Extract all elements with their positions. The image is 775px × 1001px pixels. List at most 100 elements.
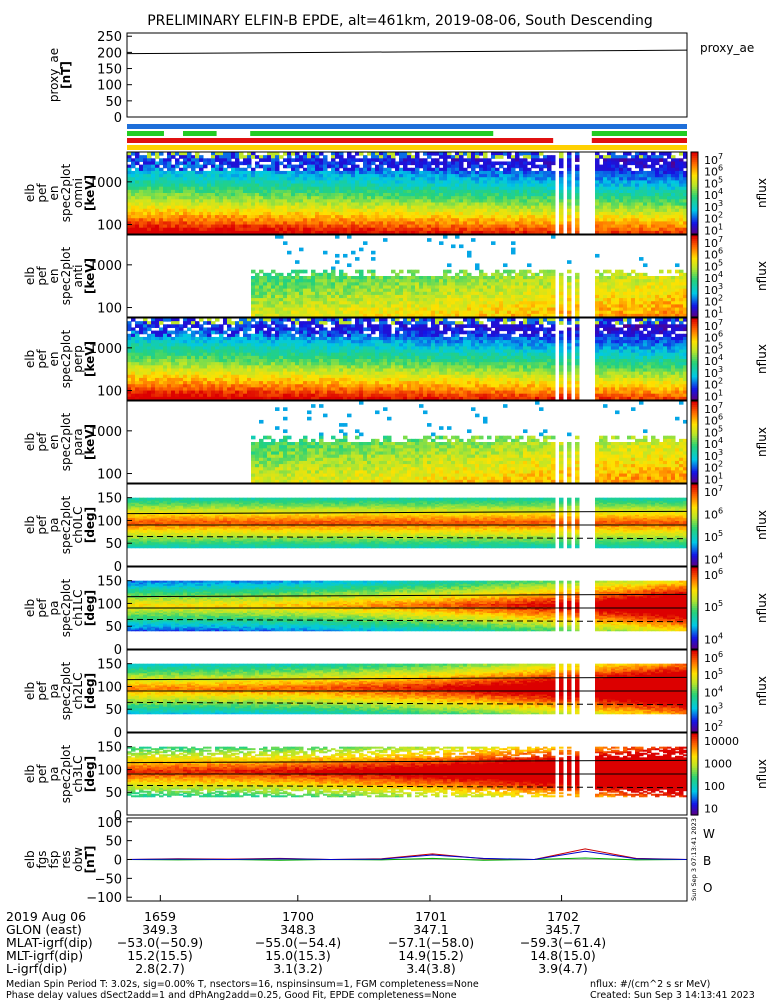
panel-elb-pef-en-spec2plot-omni-cell-41-7 bbox=[291, 174, 296, 178]
panel-elb-pef-en-spec2plot-omni-cell-4-10 bbox=[143, 184, 148, 188]
panel-elb-pef-en-spec2plot-anti-cell-137-15 bbox=[675, 282, 680, 286]
panel-elb-pef-en-spec2plot-omni-cell-37-9 bbox=[275, 180, 280, 184]
panel-elb-pef-en-spec2plot-omni-cell-45-20 bbox=[307, 215, 312, 219]
panel-elb-pef-en-spec2plot-anti-cell-134-19 bbox=[663, 295, 668, 299]
panel-elb-pef-en-spec2plot-omni-cell-44-5 bbox=[303, 168, 308, 172]
panel-elb-pef-en-spec2plot-omni-cell-96-19 bbox=[511, 212, 516, 216]
panel-elb-pef-en-spec2plot-omni-cell-67-14 bbox=[395, 196, 400, 200]
panel-elb-pef-en-spec2plot-omni-cell-32-14 bbox=[255, 196, 260, 200]
panel-elb-pef-en-spec2plot-omni-cell-121-21 bbox=[611, 218, 616, 222]
panel-elb-pef-en-spec2plot-omni-cell-52-8 bbox=[335, 177, 340, 181]
panel-elb-pef-en-spec2plot-anti-cell-47-14 bbox=[315, 279, 320, 283]
panel-elb-pef-en-spec2plot-anti-cell-99-19 bbox=[523, 295, 528, 299]
panel-elb-pef-en-spec2plot-anti-cell-56-14 bbox=[351, 279, 356, 283]
panel-elb-pef-en-spec2plot-omni-cell-1-2 bbox=[131, 158, 136, 162]
panel-elb-pef-en-spec2plot-omni-cell-49-3 bbox=[323, 161, 328, 165]
panel-elb-pef-en-spec2plot-omni-cell-83-8 bbox=[459, 177, 464, 181]
panel-elb-pef-en-spec2plot-omni-cell-39-22 bbox=[283, 221, 288, 225]
panel-elb-pef-en-spec2plot-omni-cell-56-23 bbox=[351, 225, 356, 229]
panel-elb-pef-en-spec2plot-anti-cell-60-24 bbox=[367, 311, 372, 315]
panel-elb-pef-en-spec2plot-anti-cell-124-24 bbox=[623, 311, 628, 315]
panel-elb-pef-en-spec2plot-omni-cell-83-9 bbox=[459, 180, 464, 184]
panel-elb-pef-en-spec2plot-omni-cell-120-2 bbox=[607, 158, 612, 162]
panel-elb-pef-en-spec2plot-anti-cell-40-5 bbox=[287, 251, 292, 255]
panel-elb-pef-en-spec2plot-omni-cell-34-6 bbox=[263, 171, 268, 175]
panel-elb-pef-en-spec2plot-omni-cell-3-11 bbox=[139, 187, 144, 191]
panel-elb-pef-en-spec2plot-omni-cell-9-6 bbox=[163, 171, 168, 175]
panel-elb-pef-en-spec2plot-anti-cell-119-14 bbox=[603, 279, 608, 283]
panel-elb-pef-en-spec2plot-omni-cell-5-3 bbox=[147, 161, 152, 165]
panel-elb-pef-en-spec2plot-anti-cell-106-14 bbox=[551, 279, 556, 283]
panel-elb-pef-en-spec2plot-anti-cell-98-20 bbox=[519, 298, 524, 302]
panel-elb-pef-en-spec2plot-omni-cell-134-7 bbox=[663, 174, 668, 178]
panel-elb-pef-en-spec2plot-anti-cell-90-24 bbox=[487, 311, 492, 315]
panel-elb-pef-en-spec2plot-omni-cell-127-24 bbox=[635, 228, 640, 232]
panel-elb-pef-en-spec2plot-omni-cell-83-14 bbox=[459, 196, 464, 200]
panel-elb-pef-en-spec2plot-omni-cell-8-18 bbox=[159, 209, 164, 213]
panel-elb-pef-en-spec2plot-omni-cell-75-0 bbox=[427, 152, 432, 156]
panel-elb-pef-en-spec2plot-anti-cell-64-20 bbox=[383, 298, 388, 302]
panel-elb-pef-en-spec2plot-omni-cell-69-19 bbox=[403, 212, 408, 216]
panel-elb-pef-en-spec2plot-omni-cell-121-17 bbox=[611, 206, 616, 210]
panel-elb-pef-en-spec2plot-omni-cell-81-11 bbox=[451, 187, 456, 191]
panel-elb-pef-en-spec2plot-omni-cell-55-15 bbox=[347, 199, 352, 203]
panel-elb-pef-en-spec2plot-anti-cell-119-17 bbox=[603, 289, 608, 293]
panel-elb-pef-en-spec2plot-anti-cell-103-19 bbox=[539, 295, 544, 299]
panel-elb-pef-en-spec2plot-anti-cell-100-17 bbox=[527, 289, 532, 293]
panel-elb-pef-en-spec2plot-omni-cell-32-21 bbox=[255, 218, 260, 222]
panel-elb-pef-en-spec2plot-omni-cell-70-15 bbox=[407, 199, 412, 203]
panel-elb-pef-en-spec2plot-omni-cell-69-6 bbox=[403, 171, 408, 175]
panel-elb-pef-en-spec2plot-anti-cell-130-20 bbox=[647, 298, 652, 302]
panel-elb-pef-en-spec2plot-omni-cell-30-7 bbox=[247, 174, 252, 178]
panel-elb-pef-en-spec2plot-omni-cell-7-7 bbox=[155, 174, 160, 178]
panel-elb-pef-en-spec2plot-omni-cell-37-15 bbox=[275, 199, 280, 203]
panel-elb-pef-en-spec2plot-omni-cell-34-19 bbox=[263, 212, 268, 216]
panel-elb-pef-en-spec2plot-omni-cell-10-14 bbox=[167, 196, 172, 200]
panel-elb-pef-en-spec2plot-anti-cell-84-23 bbox=[463, 308, 468, 312]
panel-elb-pef-en-spec2plot-omni-cell-120-24 bbox=[607, 228, 612, 232]
panel-elb-pef-en-spec2plot-omni-cell-87-4 bbox=[475, 165, 480, 169]
panel-elb-pef-en-spec2plot-omni-cell-0-1 bbox=[127, 155, 132, 159]
panel-elb-pef-en-spec2plot-omni-cell-62-18 bbox=[375, 209, 380, 213]
panel-elb-pef-en-spec2plot-omni-cell-126-13 bbox=[631, 193, 636, 197]
panel-elb-pef-en-spec2plot-omni-cell-83-0 bbox=[459, 152, 464, 156]
panel-elb-pef-en-spec2plot-omni-cell-105-22 bbox=[547, 221, 552, 225]
panel-elb-pef-en-spec2plot-anti-cell-56-22 bbox=[351, 304, 356, 308]
panel-elb-pef-en-spec2plot-anti-cell-77-23 bbox=[435, 308, 440, 312]
panel-elb-pef-en-spec2plot-omni-cell-82-17 bbox=[455, 206, 460, 210]
panel-elb-pef-en-spec2plot-anti-cell-99-17 bbox=[523, 289, 528, 293]
panel-elb-pef-en-spec2plot-anti-cell-72-21 bbox=[415, 301, 420, 305]
panel-elb-pef-en-spec2plot-omni-cell-42-13 bbox=[295, 193, 300, 197]
panel-elb-pef-en-spec2plot-omni-cell-8-20 bbox=[159, 215, 164, 219]
panel-elb-pef-en-spec2plot-omni-cell-58-6 bbox=[359, 171, 364, 175]
panel-elb-pef-en-spec2plot-omni-cell-137-16 bbox=[675, 202, 680, 206]
panel-elb-pef-en-spec2plot-anti-cell-58-20 bbox=[359, 298, 364, 302]
panel-elb-pef-en-spec2plot-omni-cell-136-8 bbox=[671, 177, 676, 181]
panel-elb-pef-en-spec2plot-anti-cell-62-23 bbox=[375, 308, 380, 312]
panel-elb-pef-en-spec2plot-omni-cell-79-11 bbox=[443, 187, 448, 191]
panel-elb-pef-en-spec2plot-omni-cell-121-11 bbox=[611, 187, 616, 191]
panel-elb-pef-en-spec2plot-omni-cell-90-9 bbox=[487, 180, 492, 184]
panel-elb-pef-en-spec2plot-omni-cell-97-10 bbox=[515, 184, 520, 188]
panel-elb-pef-en-spec2plot-anti-cell-128-15 bbox=[639, 282, 644, 286]
panel-elb-pef-en-spec2plot-anti-cell-69-22 bbox=[403, 304, 408, 308]
panel-elb-pef-en-spec2plot-anti-cell-128-14 bbox=[639, 279, 644, 283]
panel-elb-pef-en-spec2plot-omni-cell-130-10 bbox=[647, 184, 652, 188]
panel-elb-pef-en-spec2plot-omni-cell-97-9 bbox=[515, 180, 520, 184]
panel-elb-pef-en-spec2plot-omni-cell-67-12 bbox=[395, 190, 400, 194]
panel-elb-pef-en-spec2plot-omni-cell-122-22 bbox=[615, 221, 620, 225]
panel-elb-pef-en-spec2plot-omni-cell-122-20 bbox=[615, 215, 620, 219]
panel-elb-pef-en-spec2plot-omni-cell-57-6 bbox=[355, 171, 360, 175]
panel-elb-pef-en-spec2plot-omni-cell-14-2 bbox=[183, 158, 188, 162]
panel-elb-pef-en-spec2plot-omni-cell-122-11 bbox=[615, 187, 620, 191]
panel-elb-pef-en-spec2plot-anti-cell-130-19 bbox=[647, 295, 652, 299]
panel-elb-pef-en-spec2plot-omni-cell-56-11 bbox=[351, 187, 356, 191]
panel-elb-pef-en-spec2plot-omni-cell-14-0 bbox=[183, 152, 188, 156]
panel-elb-pef-en-spec2plot-anti-cell-97-19 bbox=[515, 295, 520, 299]
panel-elb-pef-en-spec2plot-omni-cell-12-6 bbox=[175, 171, 180, 175]
panel-elb-pef-en-spec2plot-omni-cell-135-8 bbox=[667, 177, 672, 181]
panel-elb-pef-en-spec2plot-omni-cell-134-8 bbox=[663, 177, 668, 181]
panel-elb-pef-en-spec2plot-anti-cell-69-16 bbox=[403, 285, 408, 289]
panel-elb-pef-en-spec2plot-anti-cell-62-16 bbox=[375, 285, 380, 289]
panel-elb-pef-en-spec2plot-anti-cell-95-23 bbox=[507, 308, 512, 312]
